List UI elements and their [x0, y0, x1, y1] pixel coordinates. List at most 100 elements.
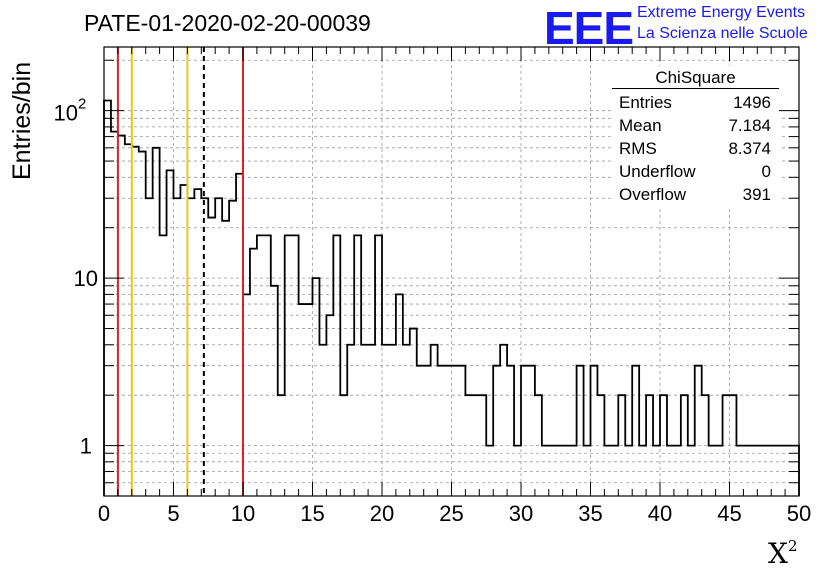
- histogram-bin: [299, 304, 306, 496]
- histogram-bin: [347, 345, 354, 496]
- histogram-bin: [778, 446, 785, 496]
- histogram-bin: [132, 147, 139, 496]
- stats-row-mean: Mean 7.184: [612, 114, 779, 137]
- stats-row-rms: RMS 8.374: [612, 137, 779, 160]
- histogram-bin: [479, 395, 486, 496]
- histogram-bin: [424, 366, 431, 496]
- x-tick-label: 35: [578, 501, 602, 526]
- histogram-bin: [632, 366, 639, 496]
- histogram-bin: [139, 152, 146, 496]
- logo-mark: EEE: [544, 2, 634, 54]
- histogram-bin: [750, 446, 757, 496]
- y-tick-label: 10: [54, 101, 78, 126]
- y-axis-label: Entries/bin: [8, 61, 36, 180]
- x-tick-label: 10: [231, 501, 255, 526]
- histogram-bin: [646, 395, 653, 496]
- y-tick-label: 10: [74, 266, 98, 291]
- eee-logo: EEE: [544, 1, 634, 55]
- histogram-bin: [486, 446, 493, 496]
- histogram-bin: [667, 446, 674, 496]
- histogram-bin: [319, 345, 326, 496]
- x-tick-label: 15: [300, 501, 324, 526]
- histogram-bin: [591, 366, 598, 496]
- histogram-bin: [313, 278, 320, 496]
- stats-label: Overflow: [619, 185, 687, 204]
- histogram-bin: [452, 366, 459, 496]
- histogram-bin: [306, 304, 313, 496]
- histogram-bin: [410, 329, 417, 496]
- histogram-bin: [500, 345, 507, 496]
- histogram-bin: [528, 366, 535, 496]
- histogram-bin: [465, 395, 472, 496]
- histogram-bin: [570, 446, 577, 496]
- histogram-bin: [556, 446, 563, 496]
- histogram-bin: [584, 446, 591, 496]
- histogram-bin: [354, 235, 361, 496]
- histogram-bin: [146, 198, 153, 496]
- histogram-bin: [611, 446, 618, 496]
- histogram-bin: [445, 366, 452, 496]
- y-tick-label: 1: [80, 434, 92, 459]
- histogram-bin: [396, 294, 403, 496]
- histogram-bin: [180, 185, 187, 496]
- histogram-outline: [103, 99, 800, 496]
- x-tick-label: 45: [717, 501, 741, 526]
- histogram-bin: [625, 446, 632, 496]
- logo-line2: La Scienza nelle Scuole: [637, 25, 808, 42]
- histogram-bin: [292, 235, 299, 496]
- x-tick-label: 25: [439, 501, 463, 526]
- stats-row-overflow: Overflow 391: [612, 183, 779, 206]
- histogram-series: [103, 99, 800, 496]
- histogram-bin: [681, 395, 688, 496]
- histogram-bin: [563, 446, 570, 496]
- x-tick-label: 50: [787, 501, 811, 526]
- histogram-bin: [507, 366, 514, 496]
- stats-value: 8.374: [728, 139, 771, 158]
- histogram-bin: [730, 395, 737, 496]
- x-tick-label: 5: [167, 501, 179, 526]
- histogram-bin: [521, 366, 528, 496]
- histogram-bin: [431, 345, 438, 496]
- histogram-bin: [639, 446, 646, 496]
- stats-label: Underflow: [619, 162, 696, 181]
- histogram-bin: [326, 315, 333, 496]
- histogram-bin: [688, 446, 695, 496]
- histogram-bin: [549, 446, 556, 496]
- histogram-bin: [368, 345, 375, 496]
- histogram-bin: [577, 366, 584, 496]
- y-tick-label-exponent: 2: [78, 96, 86, 113]
- histogram-bin: [187, 198, 194, 496]
- stats-row-underflow: Underflow 0: [612, 160, 779, 183]
- histogram-bin: [757, 446, 764, 496]
- stats-label: Mean: [619, 116, 662, 135]
- histogram-bin: [716, 446, 723, 496]
- histogram-bin: [771, 446, 778, 496]
- histogram-bin: [535, 395, 542, 496]
- histogram-bin: [375, 235, 382, 496]
- histogram-bin: [236, 174, 243, 496]
- histogram-bin: [403, 345, 410, 496]
- histogram-bin: [174, 198, 181, 496]
- histogram-bin: [340, 395, 347, 496]
- histogram-bin: [604, 446, 611, 496]
- histogram-bin: [389, 345, 396, 496]
- histogram-bin: [660, 395, 667, 496]
- histogram-bin: [736, 446, 743, 496]
- x-tick-label: 20: [370, 501, 394, 526]
- histogram-bin: [208, 218, 215, 496]
- histogram-bin: [618, 395, 625, 496]
- stats-value: 1496: [733, 93, 771, 112]
- histogram-bin: [257, 235, 264, 496]
- histogram-bin: [229, 201, 236, 496]
- histogram-bin: [382, 345, 389, 496]
- histogram-bin: [743, 446, 750, 496]
- stats-value: 391: [742, 185, 771, 204]
- histogram-bin: [153, 148, 160, 496]
- x-tick-label: 30: [509, 501, 533, 526]
- histogram-bin: [104, 101, 111, 496]
- x-tick-label: 0: [98, 501, 110, 526]
- reference-lines: [116, 47, 244, 496]
- histogram-bin: [167, 170, 174, 496]
